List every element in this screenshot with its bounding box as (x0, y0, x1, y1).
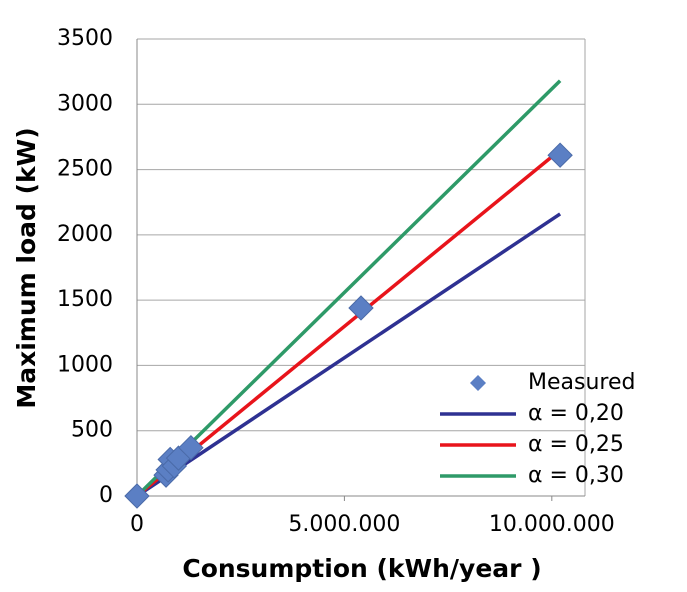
y-tick-label: 3000 (57, 91, 113, 116)
y-tick-label: 3500 (57, 26, 113, 51)
y-tick-label: 500 (71, 418, 113, 443)
y-tick-label: 1000 (57, 352, 113, 377)
y-tick-label: 1500 (57, 287, 113, 312)
x-tick-label: 5.000.000 (288, 512, 400, 537)
legend-label: α = 0,30 (528, 463, 624, 488)
fit-line (136, 212, 562, 498)
x-axis-title: Consumption (kWh/year ) (182, 554, 541, 583)
legend-label: Measured (528, 370, 635, 395)
data-point (547, 142, 573, 168)
y-tick-label: 0 (99, 483, 113, 508)
legend-label: α = 0,25 (528, 432, 624, 457)
y-axis-title: Maximum load (kW) (12, 127, 41, 408)
data-point (178, 434, 204, 461)
x-tick-label: 0 (130, 512, 144, 537)
fit-line (135, 148, 562, 498)
y-tick-label: 2000 (57, 222, 113, 247)
legend-label: α = 0,20 (528, 401, 624, 426)
legend-marker (470, 375, 486, 391)
x-tick-label: 10.000.000 (489, 512, 615, 537)
y-tick-label: 2500 (57, 157, 113, 182)
data-point (348, 295, 374, 321)
fit-line (135, 79, 562, 498)
data-point (124, 483, 150, 509)
